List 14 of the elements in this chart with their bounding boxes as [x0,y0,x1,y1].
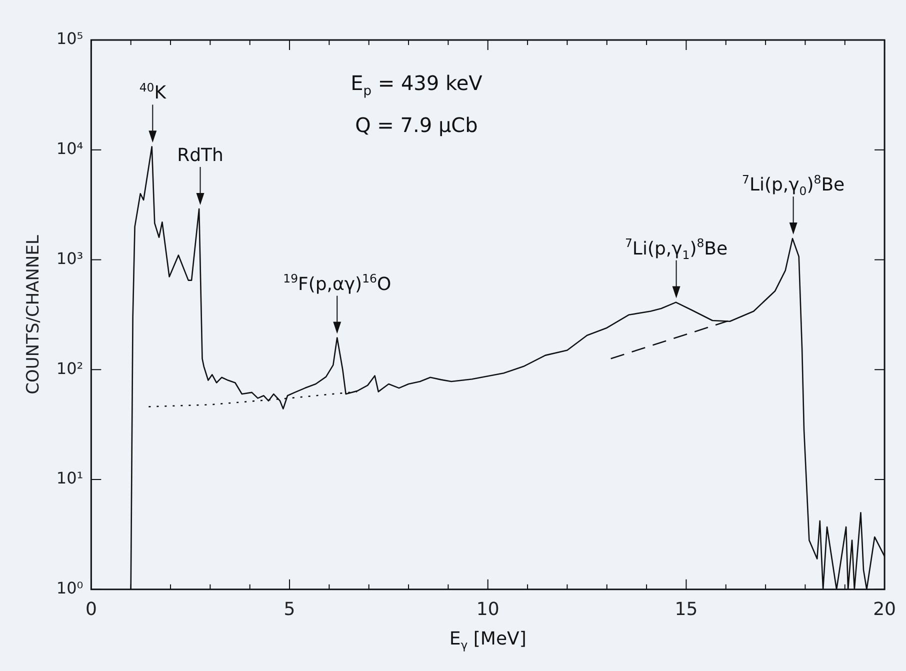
y-tick-label: 10⁵ [56,29,84,48]
annotation: RdTh [177,144,224,166]
annotation: Q = 7.9 μCb [355,113,478,137]
y-tick-label: 10³ [56,248,84,268]
y-tick-label: 10⁰ [56,578,84,598]
y-tick-label: 10⁴ [56,139,84,158]
y-axis-title: COUNTS/CHANNEL [24,234,44,394]
x-tick-label: 5 [284,598,296,620]
x-tick-label: 0 [85,598,97,620]
y-tick-label: 10² [56,358,84,378]
x-tick-label: 20 [873,598,896,620]
y-tick-label: 10¹ [56,468,84,488]
x-tick-label: 15 [674,598,698,620]
x-tick-label: 10 [476,598,500,620]
